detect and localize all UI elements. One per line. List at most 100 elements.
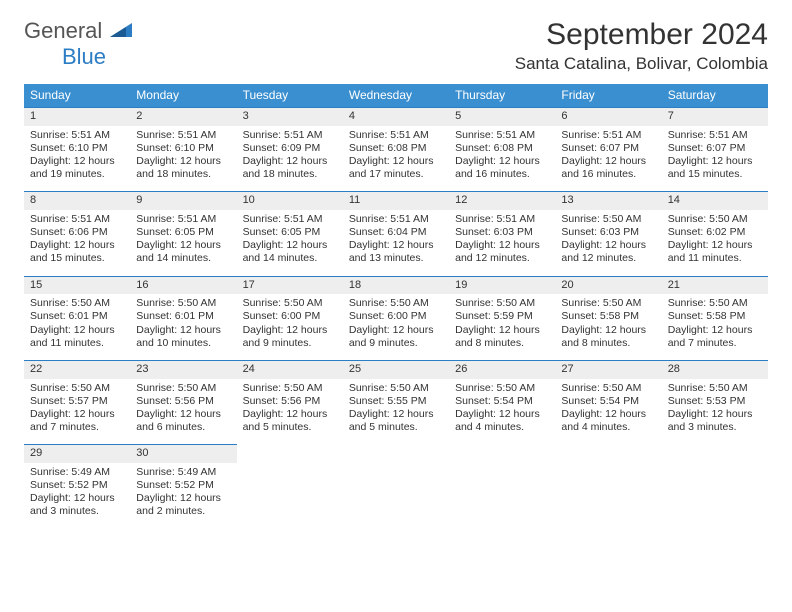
- daylight1-text: Daylight: 12 hours: [561, 324, 655, 337]
- sunrise-text: Sunrise: 5:51 AM: [136, 213, 230, 226]
- day-number: 25: [343, 360, 449, 378]
- sunrise-text: Sunrise: 5:50 AM: [349, 297, 443, 310]
- day-cell: Sunrise: 5:50 AMSunset: 5:58 PMDaylight:…: [662, 294, 768, 360]
- sunset-text: Sunset: 6:00 PM: [243, 310, 337, 323]
- daylight1-text: Daylight: 12 hours: [136, 492, 230, 505]
- day-number-text: 20: [561, 279, 573, 291]
- day-number-text: 19: [455, 279, 467, 291]
- sunset-text: Sunset: 5:52 PM: [30, 479, 124, 492]
- daylight2-text: and 16 minutes.: [561, 168, 655, 181]
- daylight2-text: and 15 minutes.: [668, 168, 762, 181]
- daylight2-text: and 12 minutes.: [455, 252, 549, 265]
- daylight2-text: and 3 minutes.: [668, 421, 762, 434]
- day-cell: Sunrise: 5:50 AMSunset: 5:54 PMDaylight:…: [555, 379, 661, 445]
- day-number-text: 17: [243, 279, 255, 291]
- daylight2-text: and 7 minutes.: [30, 421, 124, 434]
- day-number-text: 28: [668, 363, 680, 375]
- month-title: September 2024: [515, 18, 768, 52]
- empty-cell: [449, 445, 555, 463]
- daylight1-text: Daylight: 12 hours: [455, 408, 549, 421]
- daylight2-text: and 9 minutes.: [349, 337, 443, 350]
- day-number-text: 16: [136, 279, 148, 291]
- sunset-text: Sunset: 5:56 PM: [136, 395, 230, 408]
- data-row: Sunrise: 5:50 AMSunset: 6:01 PMDaylight:…: [24, 294, 768, 360]
- day-cell: Sunrise: 5:49 AMSunset: 5:52 PMDaylight:…: [24, 463, 130, 529]
- data-row: Sunrise: 5:51 AMSunset: 6:10 PMDaylight:…: [24, 126, 768, 192]
- daylight2-text: and 5 minutes.: [243, 421, 337, 434]
- daylight1-text: Daylight: 12 hours: [30, 239, 124, 252]
- day-number: 13: [555, 192, 661, 210]
- day-cell: Sunrise: 5:51 AMSunset: 6:10 PMDaylight:…: [24, 126, 130, 192]
- logo: General Blue: [24, 18, 136, 70]
- day-cell: Sunrise: 5:50 AMSunset: 6:02 PMDaylight:…: [662, 210, 768, 276]
- day-number: 26: [449, 360, 555, 378]
- day-number-text: 1: [30, 110, 36, 122]
- day-number: 9: [130, 192, 236, 210]
- daylight2-text: and 8 minutes.: [455, 337, 549, 350]
- day-number-text: 24: [243, 363, 255, 375]
- day-number: 6: [555, 108, 661, 126]
- sunset-text: Sunset: 5:57 PM: [30, 395, 124, 408]
- day-number: 22: [24, 360, 130, 378]
- day-number-text: 14: [668, 194, 680, 206]
- daylight2-text: and 3 minutes.: [30, 505, 124, 518]
- daylight2-text: and 13 minutes.: [349, 252, 443, 265]
- daynum-row: 22 23 24 25 26 27 28: [24, 360, 768, 378]
- sunset-text: Sunset: 5:52 PM: [136, 479, 230, 492]
- data-row: Sunrise: 5:49 AMSunset: 5:52 PMDaylight:…: [24, 463, 768, 529]
- sunrise-text: Sunrise: 5:51 AM: [455, 129, 549, 142]
- sunrise-text: Sunrise: 5:51 AM: [30, 129, 124, 142]
- day-number: 3: [237, 108, 343, 126]
- day-cell: Sunrise: 5:50 AMSunset: 5:53 PMDaylight:…: [662, 379, 768, 445]
- day-number: 20: [555, 276, 661, 294]
- day-number: 4: [343, 108, 449, 126]
- title-block: September 2024 Santa Catalina, Bolivar, …: [515, 18, 768, 74]
- day-number-text: 25: [349, 363, 361, 375]
- daylight2-text: and 9 minutes.: [243, 337, 337, 350]
- sunrise-text: Sunrise: 5:51 AM: [243, 213, 337, 226]
- day-number-text: 8: [30, 194, 36, 206]
- daylight1-text: Daylight: 12 hours: [455, 155, 549, 168]
- daylight1-text: Daylight: 12 hours: [30, 155, 124, 168]
- day-number-text: 26: [455, 363, 467, 375]
- day-number: 27: [555, 360, 661, 378]
- daylight1-text: Daylight: 12 hours: [668, 408, 762, 421]
- day-cell: Sunrise: 5:51 AMSunset: 6:06 PMDaylight:…: [24, 210, 130, 276]
- day-number: 2: [130, 108, 236, 126]
- day-number: 7: [662, 108, 768, 126]
- day-cell: Sunrise: 5:50 AMSunset: 5:57 PMDaylight:…: [24, 379, 130, 445]
- day-number: 5: [449, 108, 555, 126]
- daylight1-text: Daylight: 12 hours: [668, 324, 762, 337]
- daylight2-text: and 14 minutes.: [243, 252, 337, 265]
- empty-cell: [449, 463, 555, 529]
- dayhead-tue: Tuesday: [237, 84, 343, 108]
- daylight1-text: Daylight: 12 hours: [561, 239, 655, 252]
- calendar-body: 1234567Sunrise: 5:51 AMSunset: 6:10 PMDa…: [24, 108, 768, 529]
- sunset-text: Sunset: 6:08 PM: [455, 142, 549, 155]
- sunrise-text: Sunrise: 5:50 AM: [136, 382, 230, 395]
- sunset-text: Sunset: 6:02 PM: [668, 226, 762, 239]
- data-row: Sunrise: 5:51 AMSunset: 6:06 PMDaylight:…: [24, 210, 768, 276]
- daylight1-text: Daylight: 12 hours: [136, 324, 230, 337]
- day-number-text: 12: [455, 194, 467, 206]
- sunset-text: Sunset: 6:01 PM: [136, 310, 230, 323]
- day-cell: Sunrise: 5:51 AMSunset: 6:07 PMDaylight:…: [555, 126, 661, 192]
- sunrise-text: Sunrise: 5:50 AM: [136, 297, 230, 310]
- day-number-text: 27: [561, 363, 573, 375]
- sunrise-text: Sunrise: 5:50 AM: [30, 297, 124, 310]
- day-number: 29: [24, 445, 130, 463]
- sunrise-text: Sunrise: 5:50 AM: [455, 297, 549, 310]
- sunrise-text: Sunrise: 5:50 AM: [668, 382, 762, 395]
- sunrise-text: Sunrise: 5:51 AM: [30, 213, 124, 226]
- sunrise-text: Sunrise: 5:50 AM: [455, 382, 549, 395]
- day-number-text: 11: [349, 194, 360, 206]
- day-cell: Sunrise: 5:50 AMSunset: 6:01 PMDaylight:…: [130, 294, 236, 360]
- sunrise-text: Sunrise: 5:51 AM: [668, 129, 762, 142]
- sunset-text: Sunset: 5:54 PM: [455, 395, 549, 408]
- dayhead-sun: Sunday: [24, 84, 130, 108]
- sunset-text: Sunset: 5:54 PM: [561, 395, 655, 408]
- day-number-text: 23: [136, 363, 148, 375]
- sunset-text: Sunset: 6:08 PM: [349, 142, 443, 155]
- empty-cell: [662, 445, 768, 463]
- sunset-text: Sunset: 6:03 PM: [561, 226, 655, 239]
